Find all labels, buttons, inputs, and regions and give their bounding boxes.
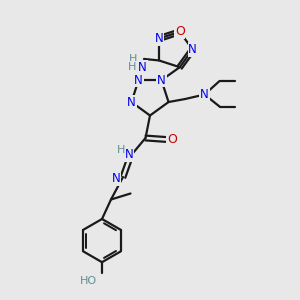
Text: O: O [175, 25, 185, 38]
Text: N: N [188, 43, 197, 56]
Text: N: N [200, 88, 209, 101]
Text: N: N [124, 148, 134, 161]
Text: H: H [116, 145, 125, 155]
Text: N: N [157, 74, 166, 87]
Text: O: O [167, 133, 177, 146]
Text: N: N [127, 95, 136, 109]
Text: N: N [138, 61, 147, 74]
Text: N: N [134, 74, 143, 87]
Text: N: N [112, 172, 121, 185]
Text: N: N [154, 32, 163, 45]
Text: HO: HO [80, 276, 97, 286]
Text: H: H [128, 62, 136, 72]
Text: H: H [129, 54, 138, 64]
